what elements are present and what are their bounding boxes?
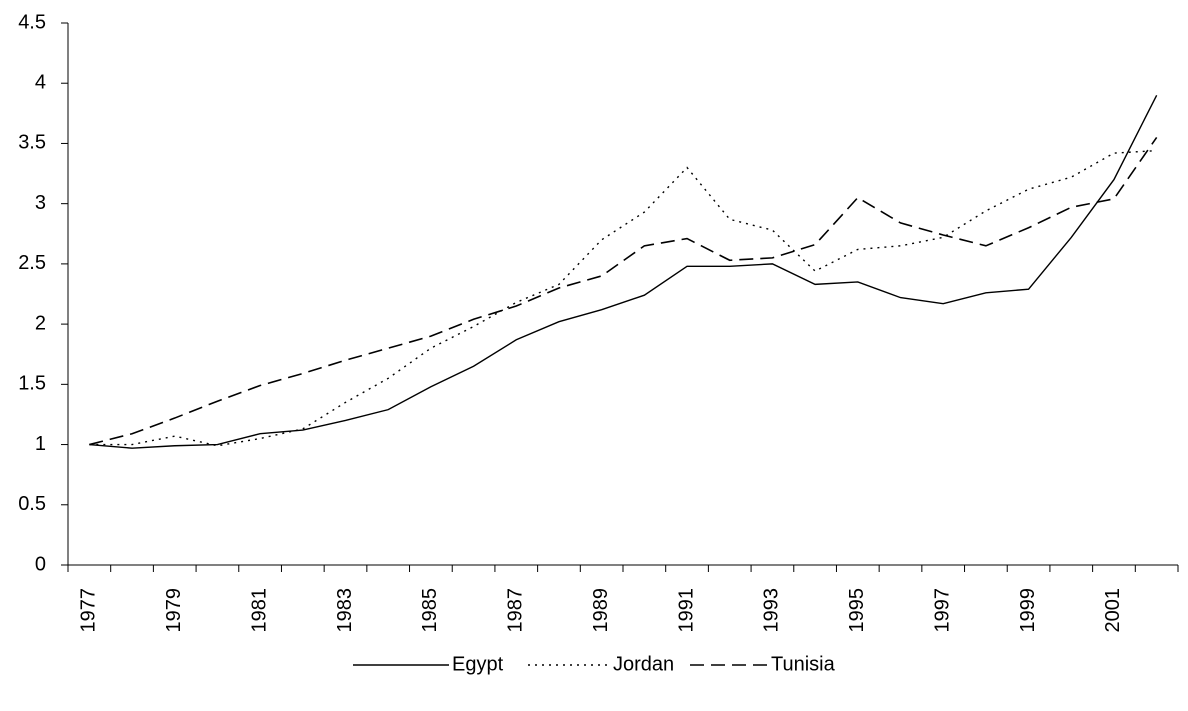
y-tick-label: 0 [35,553,46,575]
x-tick-label: 1985 [419,588,441,633]
line-series [89,94,1158,449]
legend-label: Tunisia [771,653,836,675]
x-tick-label: 1993 [761,588,783,633]
y-tick-label: 4 [35,72,46,94]
x-tick-label: 1999 [1017,588,1039,633]
line-series [89,149,1157,447]
x-tick-label: 1997 [931,588,953,633]
y-tick-label: 1 [35,433,46,455]
y-tick-label: 2 [35,312,46,334]
x-tick-label: 1991 [675,588,697,633]
y-tick-label: 4.5 [18,11,46,33]
legend-label: Jordan [613,653,674,675]
x-tick-label: 1977 [78,588,100,633]
y-tick-label: 1.5 [18,373,46,395]
y-tick-label: 3.5 [18,132,46,154]
x-tick-label: 2001 [1102,588,1124,633]
x-tick-label: 1989 [590,588,612,633]
x-tick-label: 1983 [334,588,356,633]
x-tick-label: 1987 [505,588,527,633]
y-tick-label: 0.5 [18,493,46,515]
y-tick-label: 2.5 [18,252,46,274]
x-tick-label: 1995 [846,588,868,633]
line-series [89,136,1158,446]
legend-label: Egypt [452,653,504,675]
y-tick-label: 3 [35,192,46,214]
x-tick-label: 1981 [248,588,270,633]
x-tick-label: 1979 [163,588,185,633]
